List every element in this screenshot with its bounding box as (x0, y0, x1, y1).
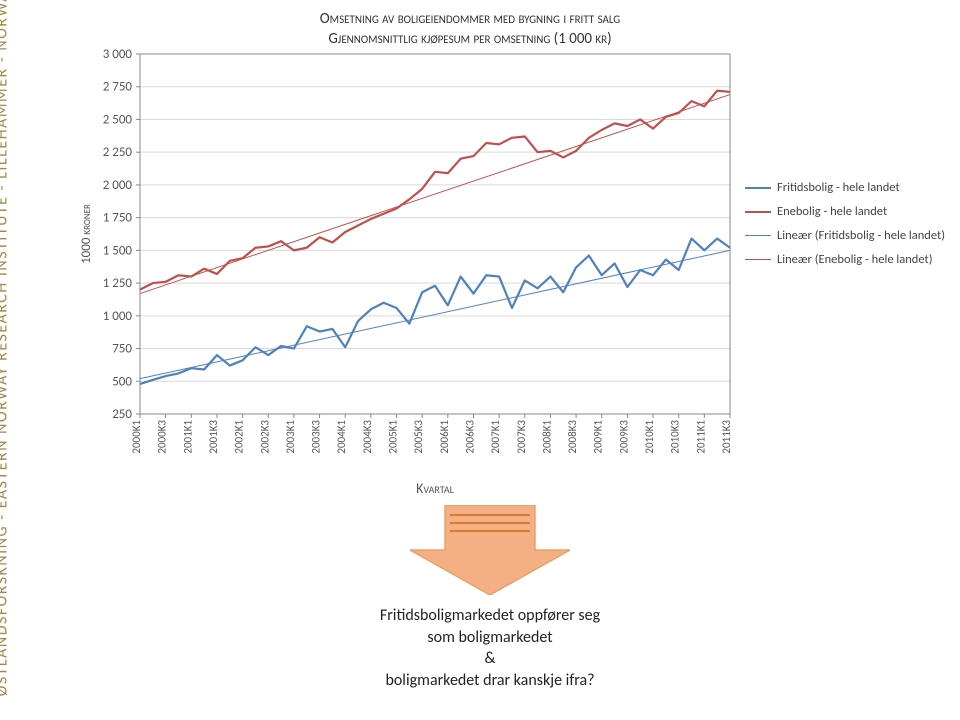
svg-text:2005K1: 2005K1 (387, 420, 400, 454)
commentary-line1: Fritidsboligmarkedet oppfører seg (380, 606, 600, 625)
svg-text:2005K3: 2005K3 (412, 420, 425, 454)
svg-text:2 500: 2 500 (103, 112, 133, 127)
svg-text:2 000: 2 000 (103, 178, 133, 193)
commentary-text: Fritidsboligmarkedet oppfører seg som bo… (280, 605, 700, 691)
legend-label: Enebolig - hele landet (777, 204, 887, 219)
svg-text:2 750: 2 750 (103, 80, 133, 95)
svg-text:2001K1: 2001K1 (181, 420, 194, 454)
svg-text:2007K1: 2007K1 (489, 420, 502, 454)
legend-item: Fritidsbolig - hele landet (745, 180, 945, 195)
commentary-line3: & (485, 649, 496, 668)
legend-item: Enebolig - hele landet (745, 204, 945, 219)
side-org-text: ØSTLANDSFORSKNING - EASTERN NORWAY RESEA… (0, 0, 12, 700)
svg-text:2011K1: 2011K1 (694, 420, 707, 454)
commentary-line2: som boligmarkedet (427, 628, 552, 647)
svg-text:3 000: 3 000 (103, 49, 133, 62)
svg-text:2009K3: 2009K3 (617, 420, 630, 454)
legend-swatch (745, 211, 771, 213)
svg-text:2001K3: 2001K3 (207, 420, 220, 454)
svg-text:1 250: 1 250 (103, 276, 133, 291)
svg-text:2010K3: 2010K3 (669, 420, 682, 454)
svg-text:2003K1: 2003K1 (284, 420, 297, 454)
svg-text:2000K3: 2000K3 (156, 420, 169, 454)
svg-text:2009K1: 2009K1 (592, 420, 605, 454)
svg-text:Kvartal: Kvartal (416, 480, 454, 497)
chart-container: Omsetning av boligeiendommer med bygning… (70, 10, 950, 500)
svg-text:1 750: 1 750 (103, 211, 133, 226)
svg-text:2004K1: 2004K1 (335, 420, 348, 454)
svg-text:2004K3: 2004K3 (361, 420, 374, 454)
svg-text:500: 500 (112, 374, 132, 389)
svg-text:1 500: 1 500 (103, 243, 133, 258)
legend-item: Lineær (Fritidsbolig - hele landet) (745, 228, 945, 243)
legend-swatch (745, 259, 771, 260)
svg-text:1 000: 1 000 (103, 309, 133, 324)
chart-title-line1: Omsetning av boligeiendommer med bygning… (320, 10, 620, 28)
svg-text:1000 kroner: 1000 kroner (79, 204, 94, 264)
legend-swatch (745, 235, 771, 236)
commentary-line4: boligmarkedet drar kanskje ifra? (385, 671, 594, 690)
legend-label: Lineær (Enebolig - hele landet) (777, 252, 933, 267)
svg-text:2 250: 2 250 (103, 145, 133, 160)
legend: Fritidsbolig - hele landet Enebolig - hel… (745, 180, 945, 276)
legend-label: Lineær (Fritidsbolig - hele landet) (777, 228, 945, 243)
svg-text:2003K3: 2003K3 (310, 420, 323, 454)
chart-title-line2: Gjennomsnittlig kjøpesum per omsetning (… (328, 30, 611, 48)
chart-title: Omsetning av boligeiendommer med bygning… (70, 10, 950, 49)
svg-text:250: 250 (112, 407, 132, 422)
line-chart: 250 500 750 1 000 1 250 1 500 1 750 2 000 2 250 2… (70, 49, 740, 499)
legend-label: Fritidsbolig - hele landet (777, 180, 900, 195)
svg-text:2006K3: 2006K3 (463, 420, 476, 454)
legend-item: Lineær (Enebolig - hele landet) (745, 252, 945, 267)
svg-text:2007K3: 2007K3 (515, 420, 528, 454)
content-area: Omsetning av boligeiendommer med bygning… (70, 0, 960, 720)
svg-text:2006K1: 2006K1 (438, 420, 451, 454)
svg-text:2008K3: 2008K3 (566, 420, 579, 454)
svg-text:2002K3: 2002K3 (258, 420, 271, 454)
svg-text:2002K1: 2002K1 (233, 420, 246, 454)
legend-swatch (745, 187, 771, 189)
svg-text:2008K1: 2008K1 (540, 420, 553, 454)
svg-text:2010K1: 2010K1 (643, 420, 656, 454)
svg-text:2000K1: 2000K1 (130, 420, 143, 454)
svg-text:2011K3: 2011K3 (720, 420, 733, 454)
down-arrow (410, 505, 570, 595)
svg-text:750: 750 (112, 342, 132, 357)
